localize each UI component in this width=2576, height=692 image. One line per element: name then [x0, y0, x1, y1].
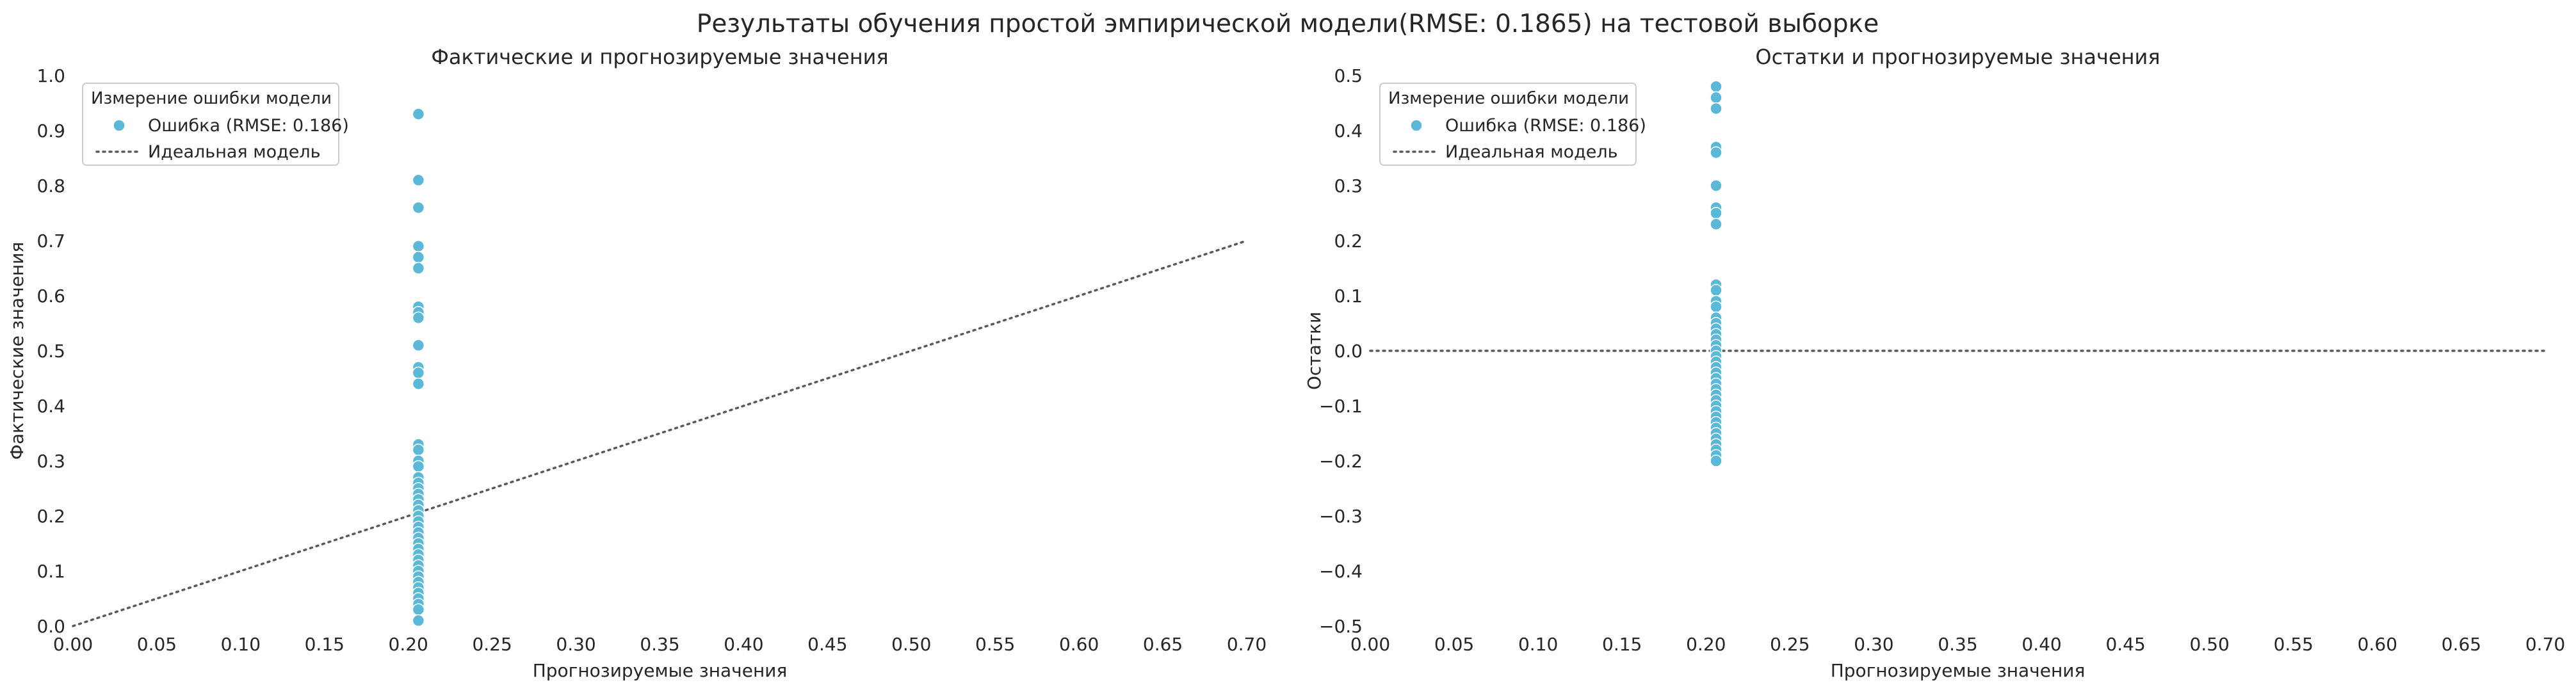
y-tick-label: 0.4: [1334, 120, 1363, 141]
data-point: [1710, 179, 1722, 192]
panel-title: Фактические и прогнозируемые значения: [431, 45, 888, 69]
x-tick-label: 0.15: [305, 634, 344, 655]
y-tick-label: 0.8: [36, 175, 65, 197]
legend-line-label: Идеальная модель: [1445, 142, 1618, 162]
x-tick-label: 0.70: [2525, 634, 2565, 655]
data-point: [1710, 102, 1722, 115]
data-point: [1710, 91, 1722, 104]
data-point: [1710, 455, 1722, 467]
x-tick-label: 0.60: [2358, 634, 2397, 655]
x-tick-label: 0.00: [1350, 634, 1390, 655]
y-tick-label: 0.5: [36, 341, 65, 362]
data-point: [412, 311, 425, 325]
data-point: [412, 251, 425, 264]
legend-points-label: Ошибка (RMSE: 0.186): [148, 116, 349, 136]
x-tick-label: 0.30: [556, 634, 595, 655]
x-tick-label: 0.20: [389, 634, 428, 655]
legend-title: Измерение ошибки модели: [91, 89, 332, 108]
y-tick-label: 0.1: [36, 561, 65, 582]
actual-vs-predicted-panel: Фактические и прогнозируемые значения 0.0…: [6, 45, 1267, 681]
data-point: [1710, 300, 1722, 313]
x-tick-label: 0.20: [1686, 634, 1726, 655]
x-tick-label: 0.25: [1770, 634, 1810, 655]
y-tick-label: 0.9: [36, 120, 65, 141]
data-point: [412, 366, 425, 380]
x-tick-label: 0.35: [640, 634, 679, 655]
x-tick-label: 0.10: [221, 634, 261, 655]
data-point: [1710, 146, 1722, 159]
legend-title: Измерение ошибки модели: [1388, 89, 1629, 108]
x-axis-label: Прогнозируемые значения: [1831, 660, 2086, 681]
x-tick-label: 0.70: [1227, 634, 1267, 655]
y-tick-label: 0.5: [1334, 65, 1363, 86]
x-tick-label: 0.45: [2105, 634, 2145, 655]
data-point: [412, 460, 425, 473]
y-tick-label: 0.6: [36, 286, 65, 307]
y-axis-label: Фактические значения: [6, 242, 28, 460]
data-point: [1710, 284, 1722, 297]
x-tick-label: 0.05: [137, 634, 177, 655]
y-tick-label: 0.0: [36, 616, 65, 637]
x-tick-label: 0.60: [1059, 634, 1099, 655]
figure-suptitle: Результаты обучения простой эмпирической…: [697, 10, 1879, 38]
data-point: [412, 262, 425, 275]
legend-point-marker: [1410, 119, 1423, 132]
residuals-vs-predicted-panel: Остатки и прогнозируемые значения 0.00 0.0…: [1304, 45, 2565, 681]
x-axis-label: Прогнозируемые значения: [533, 660, 788, 681]
x-tick-label: 0.40: [724, 634, 763, 655]
x-tick-label: 0.50: [2190, 634, 2230, 655]
x-tick-label: 0.00: [53, 634, 93, 655]
x-tick-label: 0.65: [2442, 634, 2481, 655]
x-tick-label: 0.45: [807, 634, 847, 655]
y-tick-label: 0.3: [1334, 175, 1363, 197]
x-tick-label: 0.65: [1143, 634, 1183, 655]
y-tick-label: 0.2: [36, 506, 65, 527]
data-point: [412, 173, 425, 187]
y-tick-label: −0.5: [1319, 616, 1363, 637]
y-axis-label: Остатки: [1304, 312, 1325, 390]
y-tick-label: 0.0: [1334, 341, 1363, 362]
data-point: [412, 377, 425, 390]
data-point: [412, 239, 425, 253]
x-tick-label: 0.40: [2021, 634, 2061, 655]
panel-title: Остатки и прогнозируемые значения: [1755, 45, 2160, 69]
legend-box: [1379, 83, 1637, 166]
x-tick-label: 0.55: [2274, 634, 2313, 655]
data-point: [412, 339, 425, 352]
data-point: [1710, 207, 1722, 220]
ideal-model-line: [72, 239, 1248, 627]
legend-point-marker: [113, 119, 126, 132]
x-tick-label: 0.50: [891, 634, 931, 655]
data-point: [412, 614, 425, 627]
data-point: [1710, 80, 1722, 93]
data-point: [412, 444, 425, 456]
data-point: [412, 108, 425, 120]
x-tick-label: 0.10: [1518, 634, 1558, 655]
data-point: [412, 603, 425, 616]
y-tick-label: −0.4: [1319, 561, 1363, 582]
y-tick-label: 0.2: [1334, 230, 1363, 252]
legend-line-label: Идеальная модель: [148, 142, 321, 162]
x-tick-label: 0.25: [472, 634, 512, 655]
y-tick-label: 1.0: [36, 65, 65, 86]
x-tick-label: 0.35: [1938, 634, 1977, 655]
y-tick-label: 0.4: [36, 396, 65, 417]
legend-box: [82, 83, 339, 166]
x-tick-label: 0.30: [1854, 634, 1893, 655]
data-point: [412, 201, 425, 214]
data-point: [1710, 218, 1722, 230]
y-tick-label: 0.3: [36, 451, 65, 472]
y-tick-label: −0.1: [1319, 396, 1363, 417]
y-tick-label: 0.1: [1334, 286, 1363, 307]
y-tick-label: −0.2: [1319, 451, 1363, 472]
x-tick-label: 0.15: [1602, 634, 1642, 655]
y-tick-label: 0.7: [36, 230, 65, 252]
y-tick-label: −0.3: [1319, 506, 1363, 527]
legend-points-label: Ошибка (RMSE: 0.186): [1445, 116, 1646, 136]
x-tick-label: 0.05: [1434, 634, 1474, 655]
x-tick-label: 0.55: [975, 634, 1015, 655]
